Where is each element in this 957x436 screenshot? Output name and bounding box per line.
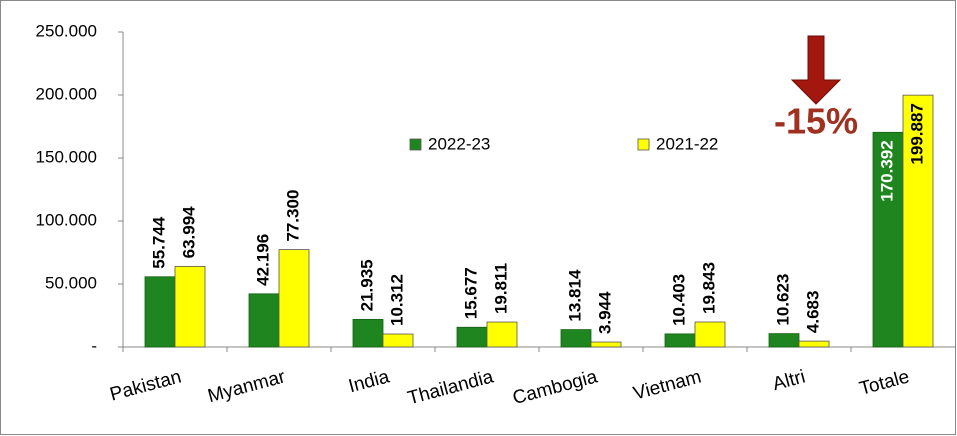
bar xyxy=(902,94,934,348)
bar xyxy=(798,340,830,348)
value-label: 55.744 xyxy=(149,216,168,269)
legend-label: 2022-23 xyxy=(428,134,490,153)
y-tick-label: 250.000 xyxy=(36,21,97,40)
value-label: 19.843 xyxy=(699,262,718,314)
y-tick-label: 100.000 xyxy=(36,210,97,229)
value-label: 10.403 xyxy=(669,274,688,326)
bar xyxy=(278,249,310,348)
bar xyxy=(174,265,206,348)
value-label: 170.392 xyxy=(877,140,896,201)
y-tick-label: 50.000 xyxy=(45,273,97,292)
bar xyxy=(694,321,726,348)
value-label: 63.994 xyxy=(179,206,198,259)
value-label: 10.623 xyxy=(773,274,792,326)
bar xyxy=(590,341,622,348)
bar xyxy=(486,321,518,348)
bar xyxy=(382,333,414,348)
bar xyxy=(768,333,800,348)
bar xyxy=(872,131,904,348)
value-label: 21.935 xyxy=(357,259,376,311)
y-tick-label: 200.000 xyxy=(36,84,97,103)
legend-label: 2021-22 xyxy=(656,134,718,153)
value-label: 13.814 xyxy=(565,269,584,322)
legend-swatch xyxy=(637,138,650,151)
value-label: 77.300 xyxy=(283,190,302,242)
value-label: 10.312 xyxy=(387,274,406,326)
value-label: 15.677 xyxy=(461,267,480,319)
bar xyxy=(664,333,696,348)
bar xyxy=(456,326,488,348)
value-label: 42.196 xyxy=(253,234,272,286)
bar xyxy=(560,329,592,348)
value-label: 4.683 xyxy=(803,291,822,334)
bar xyxy=(248,293,280,348)
down-arrow xyxy=(790,35,842,105)
value-label: 199.887 xyxy=(907,103,926,164)
value-label: 19.811 xyxy=(491,263,510,314)
bar xyxy=(352,318,384,348)
legend-swatch xyxy=(409,138,422,151)
annotation: -15% xyxy=(774,101,858,142)
value-label: 3.944 xyxy=(595,291,614,334)
y-tick-label: 150.000 xyxy=(36,147,97,166)
y-tick-label: - xyxy=(91,336,97,355)
bar xyxy=(144,276,176,348)
